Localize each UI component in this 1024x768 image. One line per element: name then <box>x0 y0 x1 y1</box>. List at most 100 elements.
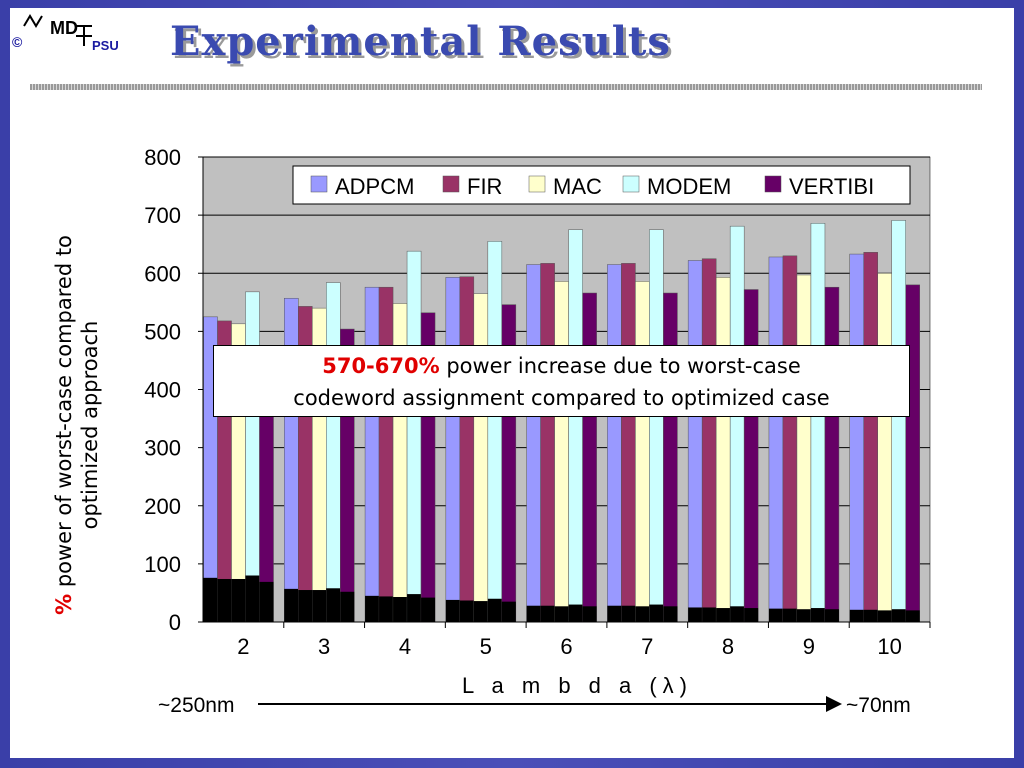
bar-adpcm <box>526 264 541 623</box>
bar-base-modem <box>649 604 664 622</box>
x-tick-label: 4 <box>399 634 411 659</box>
y-tick-label: 500 <box>144 319 181 344</box>
legend-label-modem: MODEM <box>647 174 731 199</box>
bar-modem <box>729 225 745 623</box>
bar-adpcm <box>849 253 864 623</box>
bar-base-modem <box>326 588 341 622</box>
tech-arrow-line <box>258 703 828 705</box>
bar-base-fir <box>863 609 878 622</box>
bar-base-fir <box>298 590 313 622</box>
bar-base-adpcm <box>445 599 460 622</box>
bar-base-modem <box>568 604 583 622</box>
bar-mac <box>635 281 650 623</box>
bar-fir <box>459 276 475 623</box>
bar-base-adpcm <box>849 609 864 622</box>
y-tick-label: 600 <box>144 261 181 286</box>
bar-base-mac <box>231 578 246 622</box>
bar-base-vertibi <box>259 581 274 622</box>
bar-base-vertibi <box>582 606 597 622</box>
bar-fir <box>621 263 636 623</box>
logo: MD © PSU <box>8 8 148 68</box>
tech-arrow-head-icon <box>826 696 842 712</box>
y-axis-title-text: power of worst-case compared to optimize… <box>52 235 102 594</box>
bar-fir <box>863 252 878 623</box>
bar-base-fir <box>621 605 636 622</box>
page-title: Experimental Results <box>170 18 671 65</box>
bar-adpcm <box>768 256 784 623</box>
bar-base-modem <box>891 609 906 622</box>
md-logo-icon: MD <box>23 14 92 46</box>
bar-base-mac <box>554 606 569 622</box>
bar-mac <box>473 293 489 623</box>
legend-label-fir: FIR <box>467 174 502 199</box>
bar-modem <box>891 220 906 623</box>
x-tick-label: 10 <box>877 634 901 659</box>
y-tick-label: 0 <box>169 610 181 635</box>
legend-swatch-fir <box>442 175 460 193</box>
bar-base-fir <box>540 605 555 622</box>
legend-label-mac: MAC <box>553 174 602 199</box>
legend-swatch-mac <box>528 175 546 193</box>
y-tick-label: 400 <box>144 378 181 403</box>
bar-base-mac <box>393 597 408 622</box>
bar-vertibi <box>824 286 840 623</box>
bar-base-mac <box>877 610 892 622</box>
bar-modem <box>245 291 260 623</box>
bar-base-modem <box>407 594 422 622</box>
bar-vertibi <box>743 289 759 623</box>
logo-org: PSU <box>92 38 119 53</box>
bar-fir <box>782 255 798 623</box>
bar-vertibi <box>905 284 920 623</box>
bar-base-mac <box>473 601 488 622</box>
callout-text-line1: power increase due to worst-case <box>439 354 801 378</box>
plot-border <box>202 156 931 623</box>
bar-base-vertibi <box>340 591 355 622</box>
x-tick-label: 9 <box>803 634 815 659</box>
bar-base-adpcm <box>365 595 380 622</box>
bar-base-mac <box>635 606 650 622</box>
bar-base-modem <box>730 606 745 622</box>
tech-node-start: ~250nm <box>158 694 235 717</box>
bar-modem <box>810 223 826 623</box>
bar-fir <box>540 263 555 623</box>
bar-mac <box>554 281 569 623</box>
legend-label-vertibi: VERTIBI <box>789 174 874 199</box>
bar-adpcm <box>445 277 461 623</box>
bar-modem <box>326 282 341 623</box>
y-axis-title: % power of worst-case compared to optimi… <box>51 210 111 640</box>
y-tick-label: 700 <box>144 203 181 228</box>
bar-base-mac <box>716 608 731 622</box>
bar-base-adpcm <box>688 607 703 622</box>
bar-fir <box>378 286 394 623</box>
bar-modem <box>568 229 583 623</box>
bar-base-fir <box>459 600 474 622</box>
bar-base-adpcm <box>284 588 299 622</box>
logo-mark: MD <box>50 18 78 38</box>
bar-base-fir <box>379 596 394 622</box>
bar-base-fir <box>217 578 232 622</box>
bar-base-modem <box>487 598 502 622</box>
bar-mac <box>715 277 731 623</box>
bar-base-mac <box>796 609 811 622</box>
tech-node-end: ~70nm <box>846 694 911 717</box>
bar-modem <box>487 241 503 623</box>
x-tick-label: 5 <box>480 634 492 659</box>
bar-mac <box>877 273 892 623</box>
bar-adpcm <box>607 264 622 623</box>
callout-highlight: 570-670% <box>322 354 440 378</box>
bar-base-vertibi <box>744 608 759 622</box>
y-tick-label: 300 <box>144 436 181 461</box>
bar-vertibi <box>663 292 678 623</box>
bar-vertibi <box>582 292 597 623</box>
x-tick-label: 7 <box>641 634 653 659</box>
bar-base-adpcm <box>203 577 218 622</box>
bar-base-adpcm <box>607 605 622 622</box>
bar-base-vertibi <box>501 601 516 622</box>
bar-base-modem <box>810 608 825 622</box>
bar-base-vertibi <box>905 610 920 622</box>
y-tick-label: 100 <box>144 552 181 577</box>
callout-text-line2: codeword assignment compared to optimize… <box>293 386 830 410</box>
legend-label-adpcm: ADPCM <box>335 174 414 199</box>
bar-base-modem <box>245 575 260 622</box>
title-divider <box>30 84 982 90</box>
